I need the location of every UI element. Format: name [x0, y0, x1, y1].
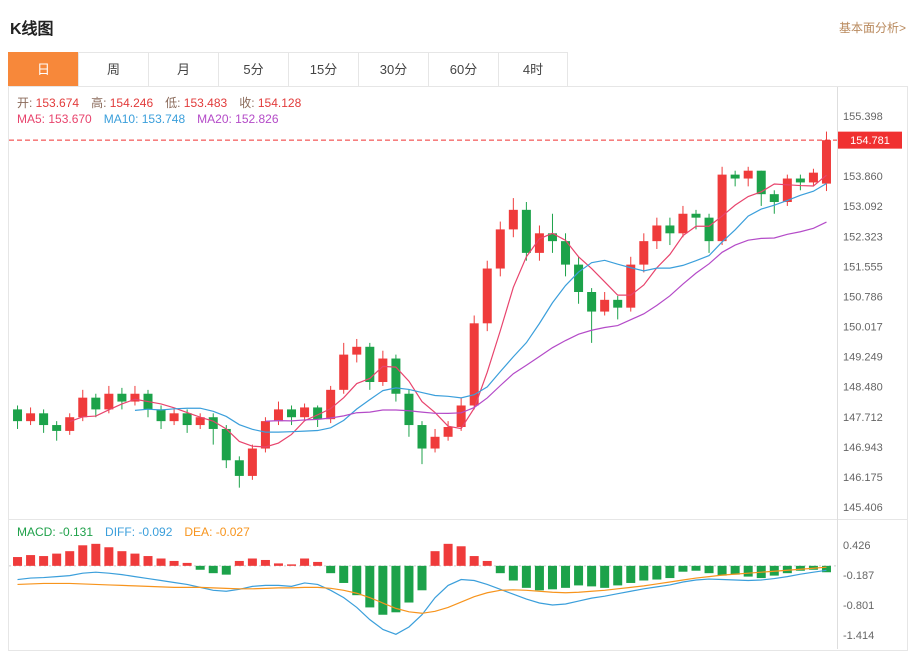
- svg-text:-0.801: -0.801: [843, 600, 874, 612]
- diff-line: [17, 569, 827, 635]
- page-header: K线图 基本面分析>: [8, 0, 908, 52]
- ma10-line: [134, 182, 827, 433]
- svg-text:0.426: 0.426: [843, 540, 871, 552]
- interval-tabs: 日周月 5分 15分 30分 60分 4时: [8, 52, 908, 87]
- legend-item: MA10: 153.748: [103, 112, 186, 126]
- tab-30分[interactable]: 30分: [358, 52, 428, 86]
- svg-text:153.092: 153.092: [843, 201, 883, 213]
- candles: [13, 131, 831, 488]
- svg-text:150.017: 150.017: [843, 322, 883, 334]
- ma20-line: [265, 221, 827, 422]
- macd-chart[interactable]: 0.426 -0.187 -0.801 -1.414: [9, 519, 907, 649]
- svg-text:146.175: 146.175: [843, 472, 883, 484]
- svg-text:150.786: 150.786: [843, 291, 883, 303]
- svg-text:152.323: 152.323: [843, 231, 883, 243]
- svg-text:149.249: 149.249: [843, 352, 883, 364]
- macd-legend: MACD: -0.131 DIFF: -0.092 DEA: -0.027: [17, 525, 262, 539]
- svg-text:-1.414: -1.414: [843, 630, 874, 642]
- legend-item: 开: 153.674: [17, 96, 80, 110]
- svg-text:147.712: 147.712: [843, 412, 883, 424]
- candlestick-chart[interactable]: 155.398 153.860 153.092 152.323 151.555 150.7…: [9, 87, 907, 519]
- svg-text:153.860: 153.860: [843, 171, 883, 183]
- svg-text:155.398: 155.398: [843, 111, 883, 123]
- tab-15分[interactable]: 15分: [288, 52, 358, 86]
- dea-line: [17, 566, 827, 614]
- tab-月[interactable]: 月: [148, 52, 218, 86]
- ma-legend: MA5: 153.670 MA10: 153.748 MA20: 152.826: [17, 112, 291, 126]
- legend-item: DIFF: -0.092: [105, 525, 173, 539]
- fundamental-analysis-link[interactable]: 基本面分析>: [838, 20, 906, 35]
- tab-周[interactable]: 周: [78, 52, 148, 86]
- svg-text:145.406: 145.406: [843, 502, 883, 514]
- svg-text:148.480: 148.480: [843, 382, 883, 394]
- page-title: K线图: [10, 21, 54, 38]
- legend-item: MACD: -0.131: [17, 525, 94, 539]
- latest-price-tag: [838, 131, 902, 149]
- svg-text:151.555: 151.555: [843, 261, 883, 273]
- ohlc-legend: 开: 153.674 高: 154.246 低: 153.483 收: 154.128: [17, 94, 313, 111]
- tab-4时[interactable]: 4时: [498, 52, 568, 86]
- legend-item: 高: 154.246: [91, 96, 154, 110]
- legend-item: 收: 154.128: [239, 96, 302, 110]
- tab-60分[interactable]: 60分: [428, 52, 498, 86]
- ma5-line: [69, 174, 827, 448]
- tab-日[interactable]: 日: [8, 52, 78, 86]
- legend-item: 低: 153.483: [165, 96, 228, 110]
- legend-item: MA20: 152.826: [197, 112, 279, 126]
- svg-text:146.943: 146.943: [843, 442, 883, 454]
- macd-histogram: [13, 543, 831, 615]
- kline-chart-panel: 155.398 153.860 153.092 152.323 151.555 150.7…: [8, 87, 908, 651]
- svg-text:154.781: 154.781: [850, 135, 890, 147]
- svg-text:-0.187: -0.187: [843, 570, 874, 582]
- tab-5分[interactable]: 5分: [218, 52, 288, 86]
- legend-item: DEA: -0.027: [184, 525, 250, 539]
- legend-item: MA5: 153.670: [17, 112, 92, 126]
